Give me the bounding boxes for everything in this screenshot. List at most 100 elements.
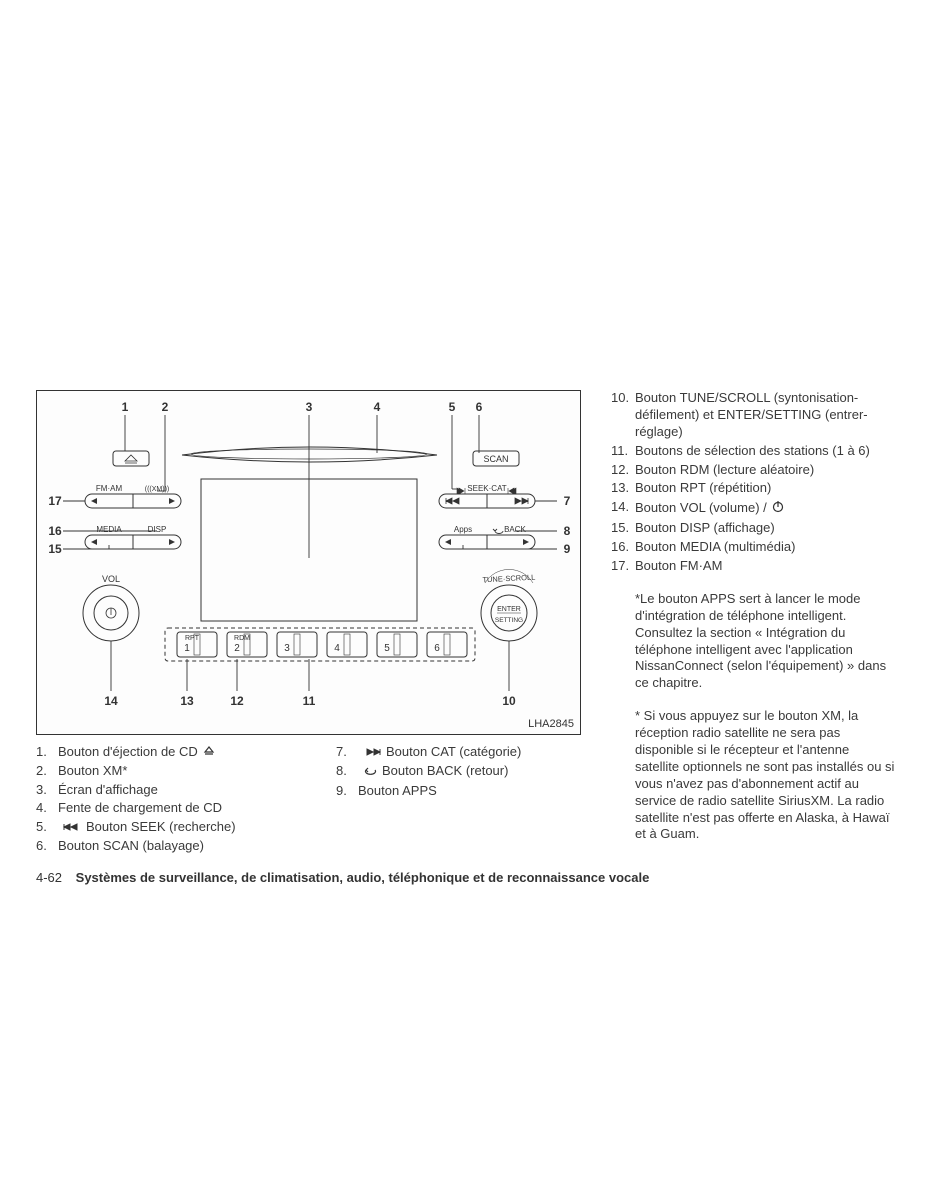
legend-number: 17. <box>611 558 635 575</box>
notes: *Le bouton APPS sert à lancer le mode d'… <box>611 591 896 843</box>
page-content: SCAN FM·AM (((XM))) SEEK·CAT <box>36 390 896 885</box>
legend-text: Bouton SEEK (recherche) <box>58 818 336 836</box>
svg-text:RPT: RPT <box>185 635 200 642</box>
xm-label: (((XM))) <box>145 486 170 493</box>
fmam-label: FM·AM <box>96 484 123 493</box>
legend-item: 12.Bouton RDM (lecture aléatoire) <box>611 462 896 479</box>
legend-number: 7. <box>336 743 358 761</box>
legend-text: Bouton TUNE/SCROLL (syntonisation-défile… <box>635 390 896 441</box>
legend-item: 9.Bouton APPS <box>336 782 581 800</box>
legend-text: Fente de chargement de CD <box>58 799 336 817</box>
legend-text: Bouton d'éjection de CD <box>58 743 336 761</box>
legend-item: 13.Bouton RPT (répétition) <box>611 480 896 497</box>
svg-text:9: 9 <box>564 542 571 556</box>
svg-text:11: 11 <box>303 694 316 708</box>
legend-number: 1. <box>36 743 58 761</box>
legend-number: 5. <box>36 818 58 836</box>
legend-number: 13. <box>611 480 635 497</box>
legend-number: 14. <box>611 499 635 518</box>
legend-item: 3.Écran d'affichage <box>36 781 336 799</box>
svg-text:6: 6 <box>434 643 440 654</box>
radio-diagram: SCAN FM·AM (((XM))) SEEK·CAT <box>36 390 581 735</box>
svg-text:4: 4 <box>374 400 381 414</box>
right-block: 10.Bouton TUNE/SCROLL (syntonisation-déf… <box>611 390 896 856</box>
svg-text:SETTING: SETTING <box>495 617 523 624</box>
back-icon <box>362 763 378 781</box>
legend-number: 11. <box>611 443 635 460</box>
legend-right-list: 10.Bouton TUNE/SCROLL (syntonisation-déf… <box>611 390 896 575</box>
svg-text:3: 3 <box>306 400 313 414</box>
svg-text:4: 4 <box>334 643 340 654</box>
note-paragraph: *Le bouton APPS sert à lancer le mode d'… <box>611 591 896 692</box>
legend-text: Bouton RDM (lecture aléatoire) <box>635 462 896 479</box>
svg-text:3: 3 <box>284 643 290 654</box>
legend-text: Bouton FM·AM <box>635 558 896 575</box>
legend-text: Bouton VOL (volume) / <box>635 499 896 518</box>
legend-number: 4. <box>36 799 58 817</box>
section-title: Systèmes de surveillance, de climatisati… <box>76 870 650 885</box>
main-row: SCAN FM·AM (((XM))) SEEK·CAT <box>36 390 896 856</box>
legend-number: 16. <box>611 539 635 556</box>
disp-label: DISP <box>148 525 167 534</box>
legend-number: 12. <box>611 462 635 479</box>
legend-item: 8.Bouton BACK (retour) <box>336 762 581 780</box>
legend-number: 6. <box>36 837 58 855</box>
back-label: BACK <box>504 525 526 534</box>
legend-columns: 1.Bouton d'éjection de CD2.Bouton XM*3.É… <box>36 743 581 856</box>
callout-numbers: 1 2 3 4 5 6 7 8 9 10 11 12 13 14 <box>48 400 570 708</box>
svg-text:12: 12 <box>230 694 244 708</box>
diagram-svg: SCAN FM·AM (((XM))) SEEK·CAT <box>37 391 582 736</box>
scan-label: SCAN <box>483 454 508 464</box>
svg-text:16: 16 <box>48 524 62 538</box>
seek-back-icon <box>62 819 82 837</box>
svg-text:TUNE·SCROLL: TUNE·SCROLL <box>482 573 535 585</box>
svg-text:5: 5 <box>449 400 456 414</box>
legend-number: 15. <box>611 520 635 537</box>
legend-text: Bouton XM* <box>58 762 336 780</box>
legend-item: 16.Bouton MEDIA (multimédia) <box>611 539 896 556</box>
svg-text:2: 2 <box>234 643 240 654</box>
legend-item: 7.Bouton CAT (catégorie) <box>336 743 581 761</box>
seekcat-label: SEEK·CAT <box>467 484 507 493</box>
note-paragraph: * Si vous appuyez sur le bouton XM, la r… <box>611 708 896 843</box>
legend-item: 10.Bouton TUNE/SCROLL (syntonisation-déf… <box>611 390 896 441</box>
legend-number: 3. <box>36 781 58 799</box>
seek-fwd-icon <box>362 744 382 762</box>
legend-item: 17.Bouton FM·AM <box>611 558 896 575</box>
legend-number: 10. <box>611 390 635 441</box>
legend-text: Bouton APPS <box>358 782 581 800</box>
svg-text:2: 2 <box>162 400 169 414</box>
eject-icon <box>202 744 216 762</box>
svg-text:6: 6 <box>476 400 483 414</box>
legend-item: 6.Bouton SCAN (balayage) <box>36 837 336 855</box>
legend-item: 1.Bouton d'éjection de CD <box>36 743 336 761</box>
legend-item: 11.Boutons de sélection des stations (1 … <box>611 443 896 460</box>
svg-text:15: 15 <box>48 542 62 556</box>
legend-text: Écran d'affichage <box>58 781 336 799</box>
svg-text:10: 10 <box>502 694 516 708</box>
legend-item: 4.Fente de chargement de CD <box>36 799 336 817</box>
svg-text:8: 8 <box>564 524 571 538</box>
vol-label: VOL <box>102 574 120 584</box>
legend-text: Bouton CAT (catégorie) <box>358 743 581 761</box>
legend-col-2: 7.Bouton CAT (catégorie)8.Bouton BACK (r… <box>336 743 581 856</box>
preset-buttons: 1 2 3 4 5 6 <box>177 632 467 657</box>
legend-text: Bouton SCAN (balayage) <box>58 837 336 855</box>
legend-text: Bouton BACK (retour) <box>358 762 581 780</box>
svg-text:5: 5 <box>384 643 390 654</box>
legend-item: 5.Bouton SEEK (recherche) <box>36 818 336 836</box>
svg-text:14: 14 <box>104 694 118 708</box>
page-footer: 4-62 Systèmes de surveillance, de climat… <box>36 870 896 885</box>
legend-number: 9. <box>336 782 358 800</box>
svg-text:13: 13 <box>180 694 194 708</box>
legend-text: Bouton DISP (affichage) <box>635 520 896 537</box>
left-block: SCAN FM·AM (((XM))) SEEK·CAT <box>36 390 581 856</box>
svg-text:1: 1 <box>184 643 190 654</box>
legend-item: 2.Bouton XM* <box>36 762 336 780</box>
page-number: 4-62 <box>36 870 62 885</box>
diagram-id: LHA2845 <box>528 718 574 730</box>
svg-text:ENTER: ENTER <box>497 606 521 613</box>
legend-number: 8. <box>336 762 358 780</box>
svg-text:RDM: RDM <box>234 635 250 642</box>
svg-text:7: 7 <box>564 494 571 508</box>
